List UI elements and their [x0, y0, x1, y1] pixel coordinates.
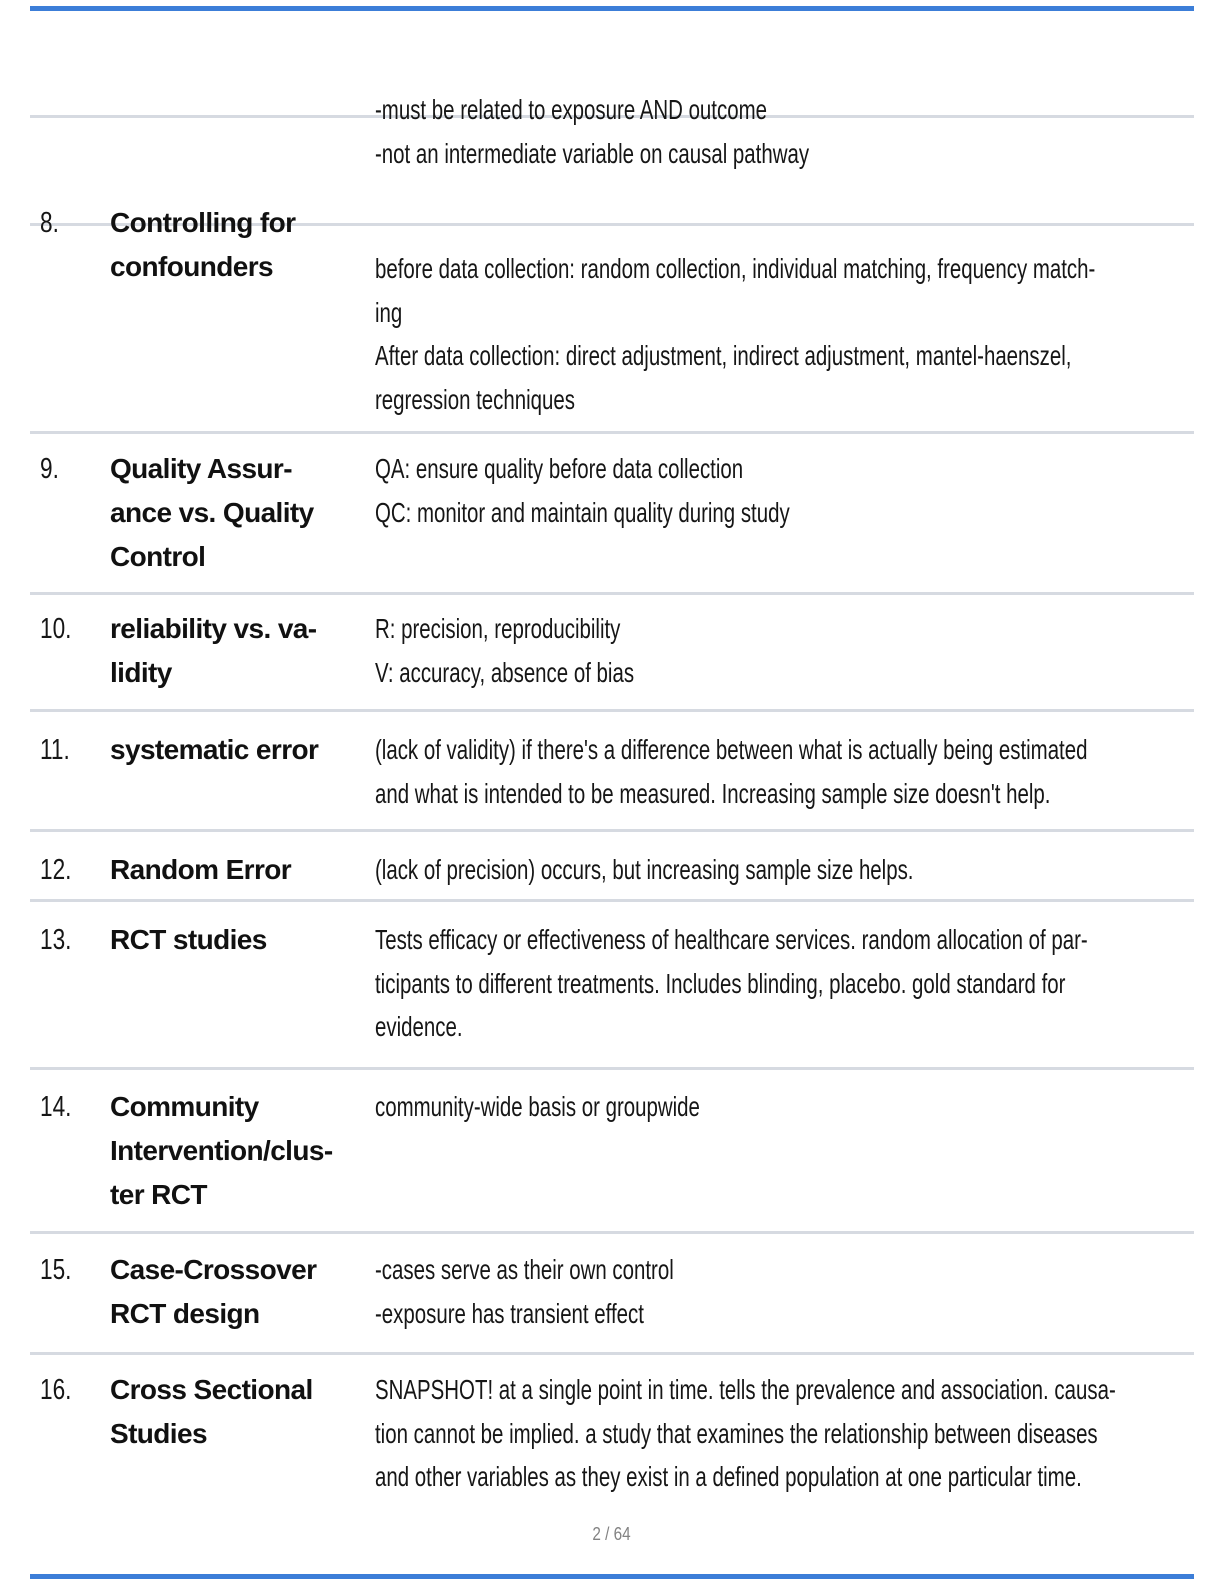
- term-title: RCT studies: [110, 918, 390, 962]
- definition-line: ticipants to different treatments. Inclu…: [375, 967, 1066, 999]
- row-divider: [30, 223, 1194, 226]
- term-title-line: reliability vs. va-: [110, 613, 317, 644]
- term-definition: Tests efficacy or effectiveness of healt…: [375, 918, 1205, 1049]
- definition-line: before data collection: random collectio…: [375, 253, 1096, 284]
- term-number: 13.: [40, 924, 72, 956]
- term-title: Case-Crossover RCT design: [110, 1248, 390, 1336]
- term-number: 16.: [40, 1374, 72, 1406]
- term-title-line: Cross Sectional: [110, 1374, 313, 1405]
- row-divider: [30, 115, 1194, 118]
- definition-line: After data collection: direct adjustment…: [375, 340, 1072, 371]
- term-definition: community-wide basis or groupwide: [375, 1085, 1205, 1129]
- term-title-line: systematic error: [110, 734, 319, 765]
- term-number: 15.: [40, 1254, 72, 1286]
- term-title-line: lidity: [110, 657, 172, 688]
- term-number: 9.: [40, 453, 59, 485]
- definition-line: -not an intermediate variable on causal …: [375, 137, 810, 169]
- term-title-line: Intervention/clus-: [110, 1135, 333, 1166]
- row-divider: [30, 592, 1194, 595]
- page-footer: 2 / 64: [0, 1522, 1224, 1546]
- definition-line: V: accuracy, absence of bias: [375, 656, 635, 688]
- term-title: reliability vs. va-lidity: [110, 607, 390, 695]
- definition-line: SNAPSHOT! at a single point in time. tel…: [375, 1374, 1116, 1405]
- definition-line: ing: [375, 296, 403, 328]
- definition-line: and what is intended to be measured. Inc…: [375, 777, 1051, 809]
- definition-line: and other variables as they exist in a d…: [375, 1461, 1082, 1492]
- definition-line: community-wide basis or groupwide: [375, 1091, 700, 1122]
- row-divider: [30, 1067, 1194, 1070]
- term-definition: -cases serve as their own control -exposu…: [375, 1248, 1205, 1335]
- term-number: 10.: [40, 613, 72, 645]
- term-definition: SNAPSHOT! at a single point in time. tel…: [375, 1368, 1205, 1499]
- term-number: 8.: [40, 207, 59, 239]
- definition-line: -exposure has transient effect: [375, 1297, 644, 1329]
- term-definition: before data collection: random collectio…: [375, 247, 1205, 421]
- term-title-line: Studies: [110, 1418, 208, 1449]
- definition-line: -cases serve as their own control: [375, 1254, 674, 1285]
- term-title: Cross Sectional Studies: [110, 1368, 390, 1456]
- term-title-line: RCT design: [110, 1298, 260, 1329]
- term-title: Controlling for confounders: [110, 201, 390, 289]
- row-divider: [30, 709, 1194, 712]
- row-divider: [30, 1231, 1194, 1234]
- term-title-line: Quality Assur-: [110, 453, 293, 484]
- term-number: 12.: [40, 854, 72, 886]
- term-title-line: Controlling for: [110, 207, 296, 238]
- page-number: 2 / 64: [592, 1524, 632, 1544]
- definition-line: Tests efficacy or effectiveness of healt…: [375, 924, 1088, 955]
- term-title-line: Random Error: [110, 854, 292, 885]
- term-definition: QA: ensure quality before data collectio…: [375, 447, 1205, 534]
- term-number: 14.: [40, 1091, 72, 1123]
- term-title: Quality Assur-ance vs. Quality Control: [110, 447, 390, 579]
- term-title: Community Intervention/clus-ter RCT: [110, 1085, 390, 1217]
- row-divider: [30, 829, 1194, 832]
- definition-line: -must be related to exposure AND outcome: [375, 94, 767, 125]
- term-title-line: Community: [110, 1091, 259, 1122]
- definition-line: (lack of validity) if there's a differen…: [375, 734, 1088, 765]
- term-title-line: confounders: [110, 251, 274, 282]
- term-definition: R: precision, reproducibility V: accuracy…: [375, 607, 1205, 694]
- definition-line: R: precision, reproducibility: [375, 613, 621, 644]
- term-definition: (lack of validity) if there's a differen…: [375, 728, 1205, 815]
- term-definition: (lack of precision) occurs, but increasi…: [375, 848, 1205, 892]
- term-title-line: RCT studies: [110, 924, 267, 955]
- term-title: Random Error: [110, 848, 390, 892]
- row-divider: [30, 431, 1194, 434]
- term-title-line: Case-Crossover: [110, 1254, 317, 1285]
- row-divider: [30, 1352, 1194, 1355]
- definition-line: QC: monitor and maintain quality during …: [375, 496, 790, 528]
- top-accent-bar: [30, 6, 1194, 11]
- term-title-line: ance vs. Quality: [110, 497, 314, 528]
- bottom-accent-bar: [30, 1574, 1194, 1579]
- term-title: systematic error: [110, 728, 390, 772]
- definition-line: regression techniques: [375, 383, 575, 415]
- term-title-line: Control: [110, 541, 206, 572]
- term-title-line: ter RCT: [110, 1179, 208, 1210]
- term-number: 11.: [40, 734, 70, 766]
- definition-line: (lack of precision) occurs, but increasi…: [375, 854, 914, 885]
- definition-line: tion cannot be implied. a study that exa…: [375, 1417, 1098, 1449]
- definition-line: QA: ensure quality before data collectio…: [375, 453, 744, 484]
- term-definition: -must be related to exposure AND outcome…: [375, 88, 1205, 175]
- definition-line: evidence.: [375, 1011, 463, 1042]
- row-divider: [30, 899, 1194, 902]
